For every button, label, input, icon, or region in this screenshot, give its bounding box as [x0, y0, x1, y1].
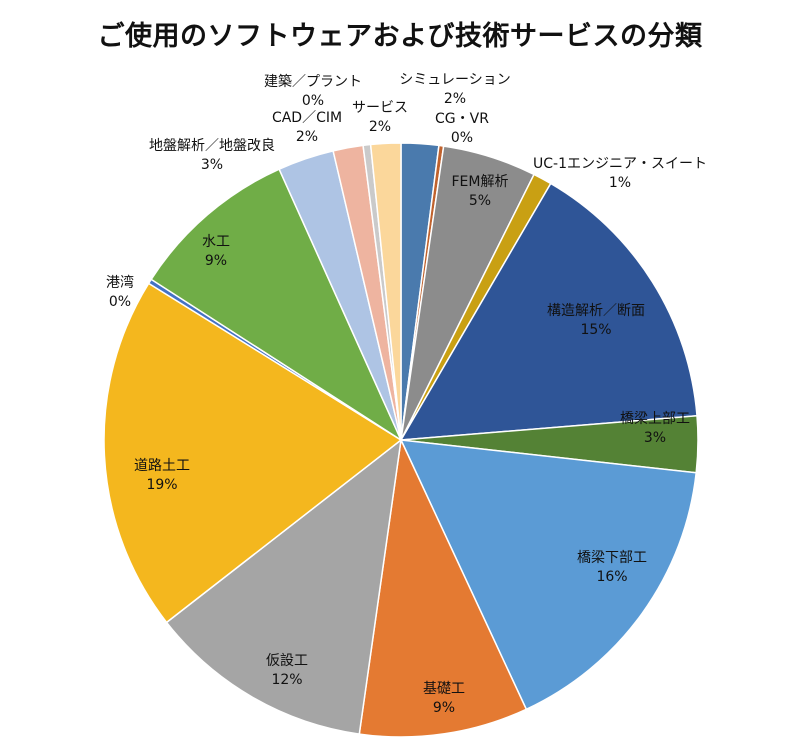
pie-slice — [399, 182, 698, 441]
slice-percent-label: 1% — [609, 175, 631, 191]
slice-percent-label: 2% — [444, 91, 466, 107]
pie-slice — [369, 142, 402, 441]
slice-label: サービス — [352, 100, 408, 116]
slice-label: 仮設工 — [266, 653, 308, 669]
slice-label: FEM解析 — [452, 174, 509, 190]
pie-slice — [103, 282, 403, 624]
slice-percent-label: 0% — [302, 93, 324, 109]
slice-label: 道路土工 — [134, 458, 190, 474]
slice-label: 構造解析／断面 — [547, 303, 645, 319]
slice-label: 基礎工 — [423, 680, 465, 697]
slice-percent-label: 3% — [644, 430, 666, 446]
slice-label: 水工 — [202, 234, 230, 250]
pie-slice — [399, 439, 698, 711]
slice-label: 地盤解析／地盤改良 — [149, 138, 275, 154]
slice-label: 建築／プラント — [264, 74, 362, 90]
slice-label: シミュレーション — [399, 72, 510, 88]
slice-percent-label: 2% — [296, 129, 318, 145]
slice-percent-label: 0% — [109, 294, 131, 310]
slice-percent-label: 2% — [369, 119, 391, 135]
pie-slice — [358, 437, 528, 738]
slice-label: 橋梁上部工 — [620, 411, 690, 427]
slice-percent-label: 16% — [596, 569, 627, 585]
slice-percent-label: 5% — [469, 193, 491, 209]
slice-percent-label: 12% — [271, 672, 302, 688]
slice-label: 橋梁下部工 — [577, 550, 647, 566]
pie-slice — [165, 438, 403, 735]
pie-slice — [150, 168, 403, 442]
slice-label: 港湾 — [106, 274, 134, 291]
slice-label: CG・VR — [435, 111, 489, 127]
slice-label: UC-1エンジニア・スイート — [533, 156, 707, 172]
chart-title: ご使用のソフトウェアおよび技術サービスの分類 — [97, 21, 703, 52]
slice-percent-label: 9% — [433, 700, 455, 716]
slice-percent-label: 15% — [580, 322, 611, 338]
slice-percent-label: 0% — [451, 130, 473, 146]
slice-label: CAD／CIM — [272, 110, 342, 126]
slice-percent-label: 3% — [201, 157, 223, 173]
slice-percent-label: 9% — [205, 253, 227, 269]
slice-percent-label: 19% — [146, 477, 177, 493]
